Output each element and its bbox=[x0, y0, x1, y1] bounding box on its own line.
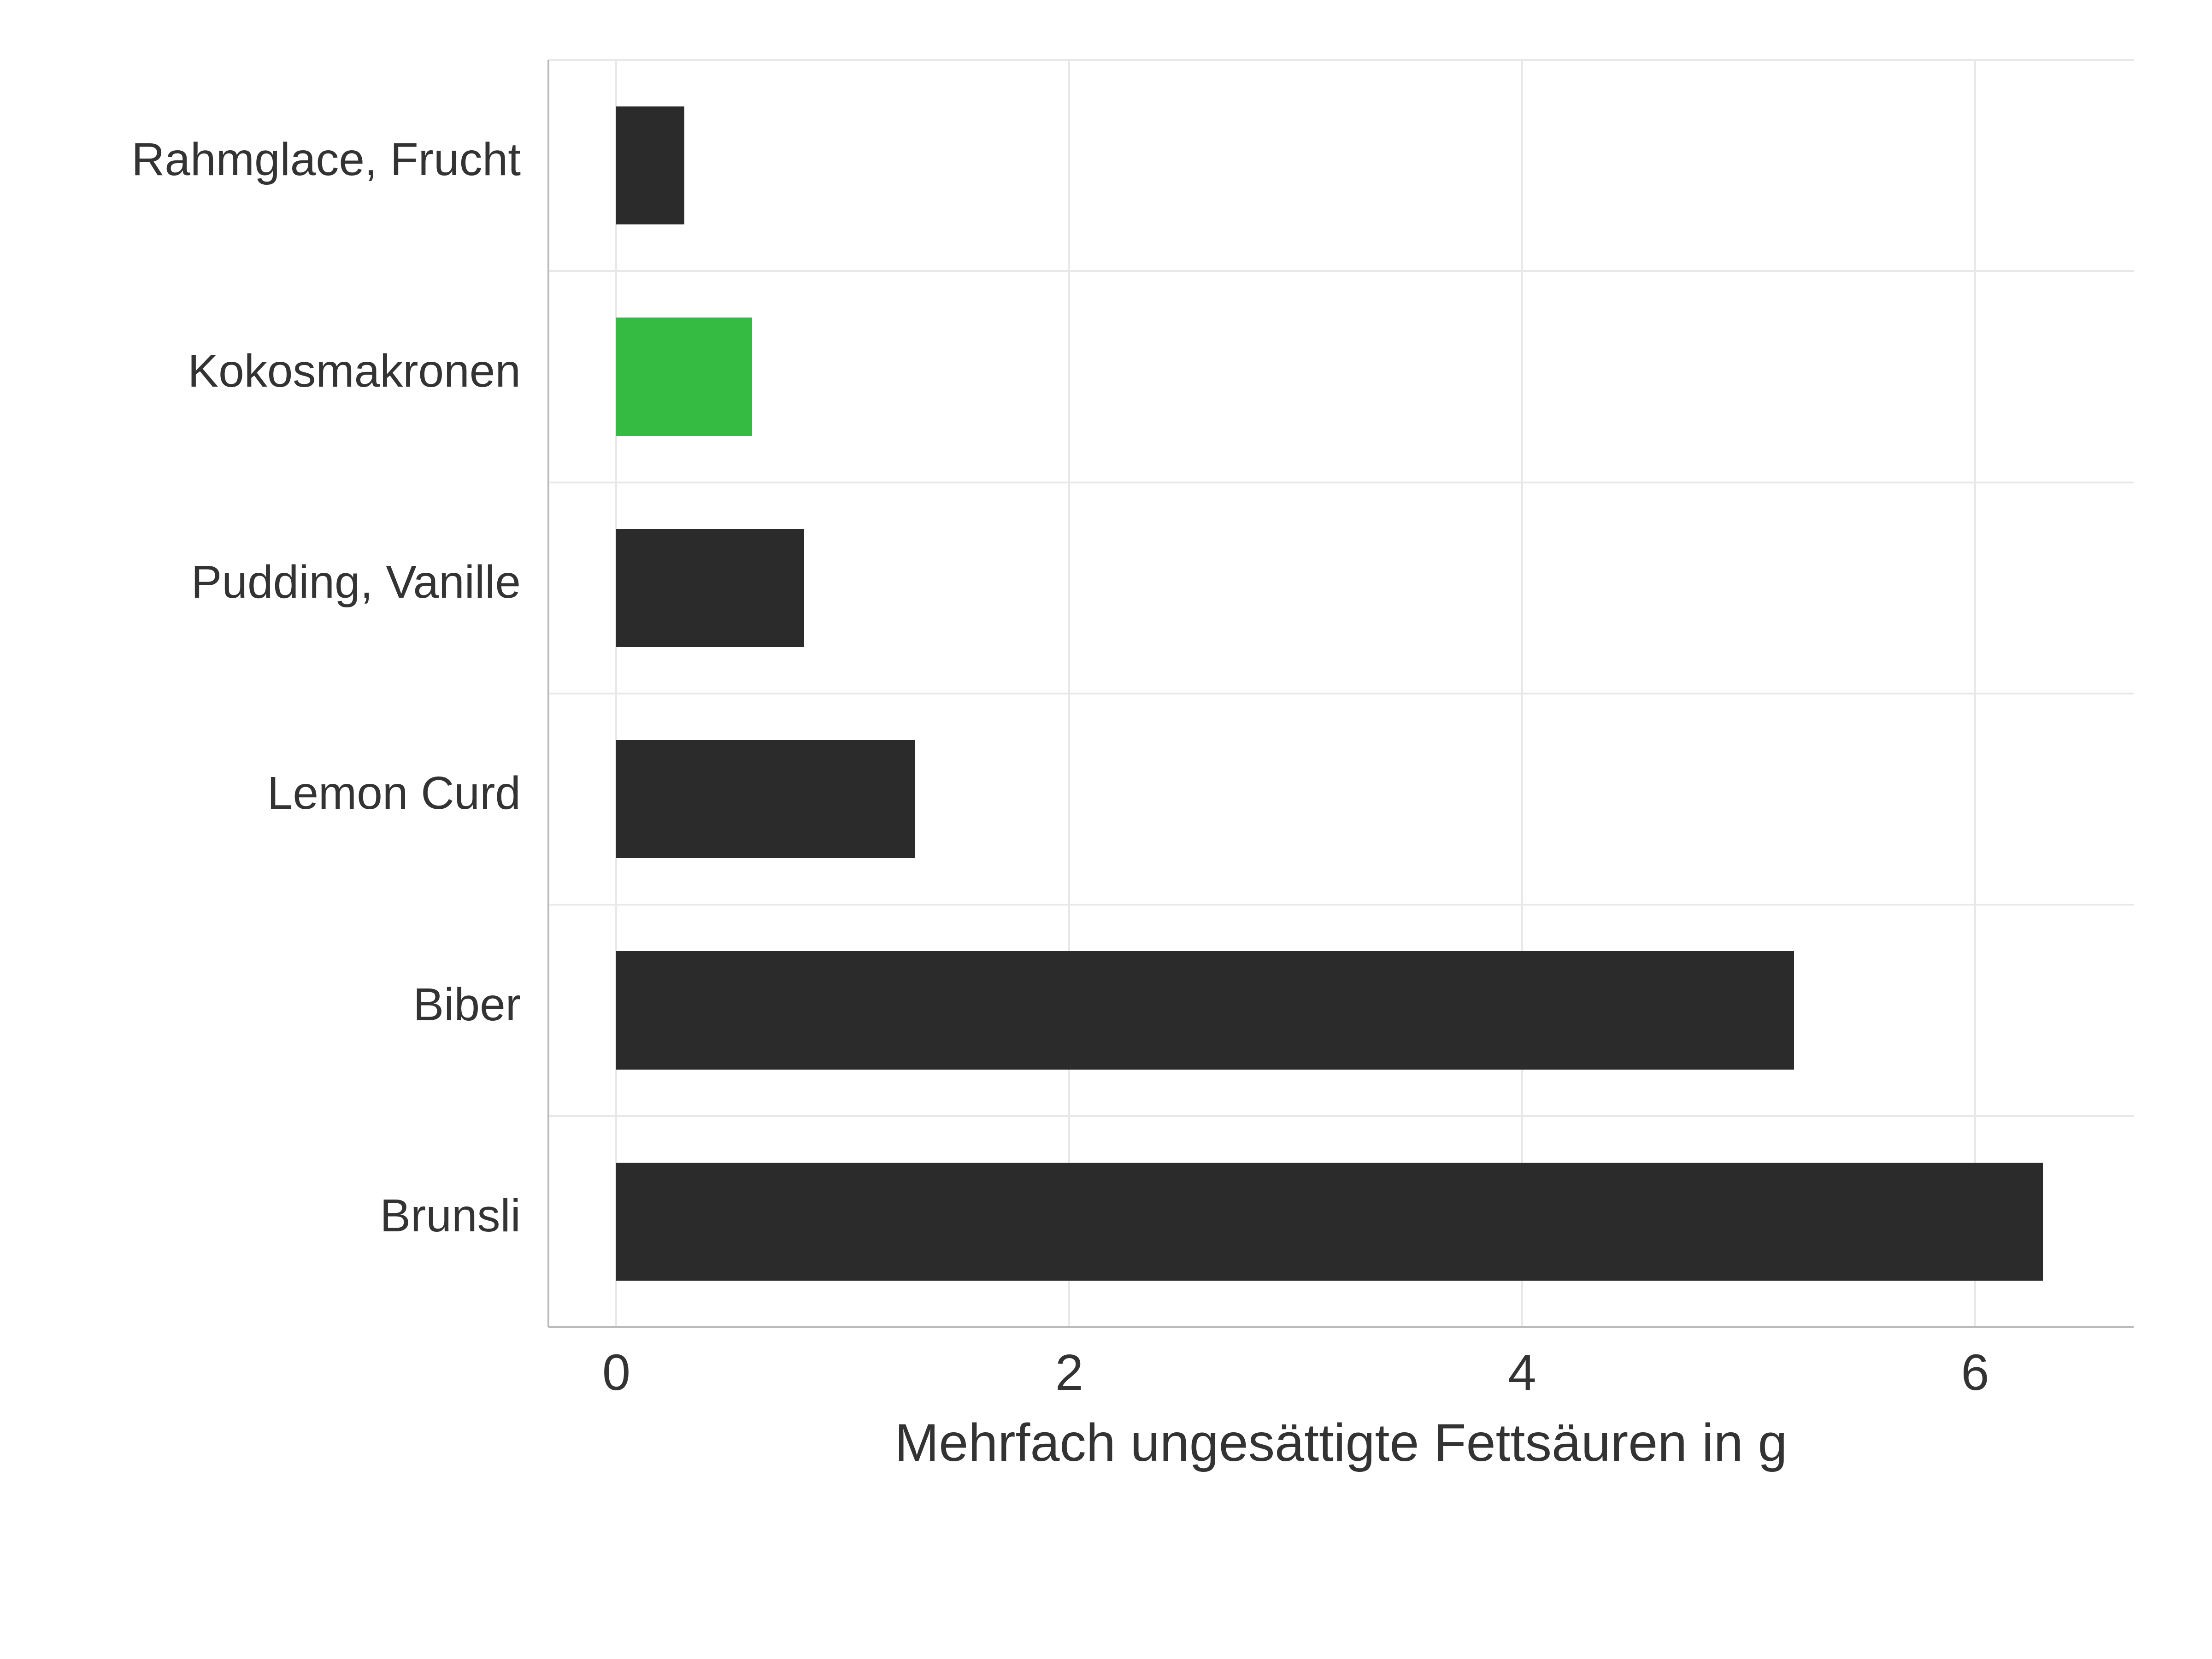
grid-line-horizontal bbox=[548, 482, 2134, 483]
y-axis-category-label: Rahmglace, Frucht bbox=[131, 133, 521, 186]
y-axis-category-label: Brunsli bbox=[380, 1189, 521, 1242]
bar bbox=[616, 529, 804, 647]
bar bbox=[616, 951, 1794, 1070]
x-axis-tick-label: 0 bbox=[602, 1343, 630, 1402]
y-axis-category-label: Lemon Curd bbox=[267, 767, 521, 820]
y-axis-line bbox=[547, 60, 549, 1327]
grid-line-horizontal bbox=[548, 1115, 2134, 1117]
x-axis-line bbox=[548, 1326, 2134, 1328]
grid-line-horizontal bbox=[548, 59, 2134, 61]
y-axis-category-label: Kokosmakronen bbox=[188, 345, 521, 398]
bar-chart: Rahmglace, Frucht Kokosmakronen Pudding, V… bbox=[0, 0, 2212, 1659]
bar bbox=[616, 1163, 2043, 1281]
bar bbox=[616, 318, 752, 436]
x-axis-tick-label: 2 bbox=[1055, 1343, 1083, 1402]
grid-line-horizontal bbox=[548, 270, 2134, 272]
grid-line-horizontal bbox=[548, 904, 2134, 906]
y-axis-category-label: Pudding, Vanille bbox=[191, 556, 521, 609]
x-axis-tick-label: 4 bbox=[1508, 1343, 1536, 1402]
x-axis-title: Mehrfach ungesättigte Fettsäuren in g bbox=[548, 1412, 2134, 1473]
y-axis-category-label: Biber bbox=[413, 978, 521, 1031]
bar bbox=[616, 740, 915, 859]
plot-area bbox=[548, 60, 2134, 1327]
x-axis-tick-label: 6 bbox=[1961, 1343, 1989, 1402]
bar bbox=[616, 106, 684, 225]
grid-line-horizontal bbox=[548, 693, 2134, 694]
